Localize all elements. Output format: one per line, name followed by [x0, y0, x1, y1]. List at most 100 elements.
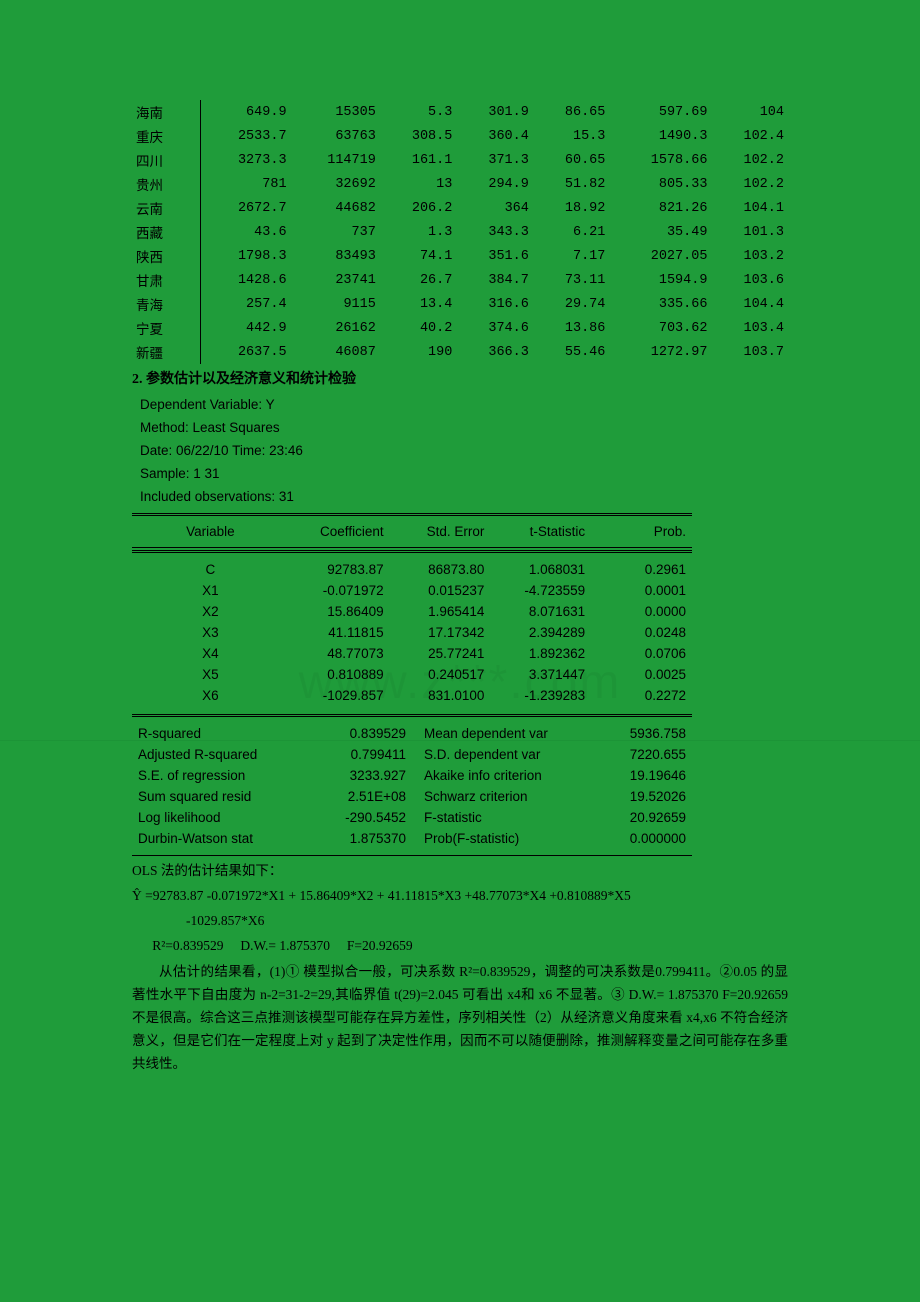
coef-var: X6 — [132, 685, 289, 706]
coef-se: 86873.80 — [390, 559, 491, 580]
coef-se: 831.0100 — [390, 685, 491, 706]
stat-row: Sum squared resid2.51E+08Schwarz criteri… — [132, 786, 692, 807]
table-cell: 18.92 — [533, 196, 610, 220]
stat-label-a: Log likelihood — [132, 807, 311, 828]
table-cell: 649.9 — [201, 100, 291, 124]
coef-p: 0.0248 — [591, 622, 692, 643]
table-cell: 新疆 — [132, 340, 201, 364]
stat-row: Adjusted R-squared0.799411S.D. dependent… — [132, 744, 692, 765]
coef-var: X4 — [132, 643, 289, 664]
stat-label-a: Durbin-Watson stat — [132, 828, 311, 849]
table-cell: 2533.7 — [201, 124, 291, 148]
table-row: 重庆2533.763763308.5360.415.31490.3102.4 — [132, 124, 788, 148]
table-cell: 86.65 — [533, 100, 610, 124]
table-cell: 13.4 — [380, 292, 457, 316]
table-cell: 云南 — [132, 196, 201, 220]
table-cell: 6.21 — [533, 220, 610, 244]
table-cell: 308.5 — [380, 124, 457, 148]
table-cell: 60.65 — [533, 148, 610, 172]
stat-label-b: Mean dependent var — [412, 723, 591, 744]
stat-val-b: 0.000000 — [591, 828, 692, 849]
table-cell: 442.9 — [201, 316, 291, 340]
table-cell: 371.3 — [456, 148, 533, 172]
hdr-tstat: t-Statistic — [490, 516, 591, 547]
coef-p: 0.0706 — [591, 643, 692, 664]
table-cell: 1.3 — [380, 220, 457, 244]
dependent-variable-line: Dependent Variable: Y — [140, 394, 780, 417]
coef-t: -4.723559 — [490, 580, 591, 601]
table-cell: 海南 — [132, 100, 201, 124]
table-cell: 374.6 — [456, 316, 533, 340]
coef-row: X448.7707325.772411.8923620.0706 — [132, 643, 692, 664]
table-cell: 1578.66 — [609, 148, 711, 172]
table-cell: 384.7 — [456, 268, 533, 292]
table-cell: 46087 — [291, 340, 380, 364]
stat-label-b: F-statistic — [412, 807, 591, 828]
coef-var: X5 — [132, 664, 289, 685]
coef-header-block: Variable Coefficient Std. Error t-Statis… — [132, 513, 692, 548]
table-cell: 83493 — [291, 244, 380, 268]
stat-label-a: Sum squared resid — [132, 786, 311, 807]
table-cell: 74.1 — [380, 244, 457, 268]
stat-label-b: S.D. dependent var — [412, 744, 591, 765]
table-cell: 781 — [201, 172, 291, 196]
table-cell: 335.66 — [609, 292, 711, 316]
table-cell: 161.1 — [380, 148, 457, 172]
stat-label-b: Schwarz criterion — [412, 786, 591, 807]
table-cell: 102.2 — [711, 172, 788, 196]
table-cell: 102.2 — [711, 148, 788, 172]
table-cell: 宁夏 — [132, 316, 201, 340]
province-data-table: 海南649.9153055.3301.986.65597.69104重庆2533… — [132, 100, 788, 364]
stat-val-b: 19.52026 — [591, 786, 692, 807]
table-cell: 805.33 — [609, 172, 711, 196]
table-row: 甘肃1428.62374126.7384.773.111594.9103.6 — [132, 268, 788, 292]
table-cell: 15.3 — [533, 124, 610, 148]
coef-row: X215.864091.9654148.0716310.0000 — [132, 601, 692, 622]
stat-label-b: Prob(F-statistic) — [412, 828, 591, 849]
table-cell: 重庆 — [132, 124, 201, 148]
stat-val-b: 7220.655 — [591, 744, 692, 765]
table-cell: 1798.3 — [201, 244, 291, 268]
coef-val: 0.810889 — [289, 664, 390, 685]
table-cell: 737 — [291, 220, 380, 244]
coef-var: C — [132, 559, 289, 580]
coef-p: 0.0001 — [591, 580, 692, 601]
coef-var: X1 — [132, 580, 289, 601]
coef-row: X341.1181517.173422.3942890.0248 — [132, 622, 692, 643]
method-line: Method: Least Squares — [140, 417, 780, 440]
coef-val: -1029.857 — [289, 685, 390, 706]
table-cell: 294.9 — [456, 172, 533, 196]
stats-block: R-squared0.839529Mean dependent var5936.… — [132, 714, 692, 856]
table-cell: 西藏 — [132, 220, 201, 244]
table-cell: 73.11 — [533, 268, 610, 292]
table-cell: 316.6 — [456, 292, 533, 316]
table-cell: 3273.3 — [201, 148, 291, 172]
stat-val-a: 2.51E+08 — [311, 786, 412, 807]
table-cell: 55.46 — [533, 340, 610, 364]
stat-val-a: 0.839529 — [311, 723, 412, 744]
table-cell: 366.3 — [456, 340, 533, 364]
table-cell: 9115 — [291, 292, 380, 316]
coef-se: 25.77241 — [390, 643, 491, 664]
table-cell: 1490.3 — [609, 124, 711, 148]
table-cell: 703.62 — [609, 316, 711, 340]
coef-row: X6-1029.857831.0100-1.2392830.2272 — [132, 685, 692, 706]
table-cell: 103.4 — [711, 316, 788, 340]
table-cell: 29.74 — [533, 292, 610, 316]
table-cell: 26162 — [291, 316, 380, 340]
table-cell: 32692 — [291, 172, 380, 196]
page-content: 海南649.9153055.3301.986.65597.69104重庆2533… — [0, 0, 920, 1136]
table-cell: 101.3 — [711, 220, 788, 244]
table-cell: 35.49 — [609, 220, 711, 244]
coef-row: C92783.8786873.801.0680310.2961 — [132, 559, 692, 580]
analysis-paragraph: 从估计的结果看，(1)① 模型拟合一般，可决系数 R²=0.839529，调整的… — [132, 961, 788, 1076]
table-cell: 360.4 — [456, 124, 533, 148]
coef-p: 0.2272 — [591, 685, 692, 706]
stat-label-a: R-squared — [132, 723, 311, 744]
table-cell: 343.3 — [456, 220, 533, 244]
table-cell: 351.6 — [456, 244, 533, 268]
coef-var: X2 — [132, 601, 289, 622]
table-row: 四川3273.3114719161.1371.360.651578.66102.… — [132, 148, 788, 172]
coef-val: 15.86409 — [289, 601, 390, 622]
table-cell: 364 — [456, 196, 533, 220]
